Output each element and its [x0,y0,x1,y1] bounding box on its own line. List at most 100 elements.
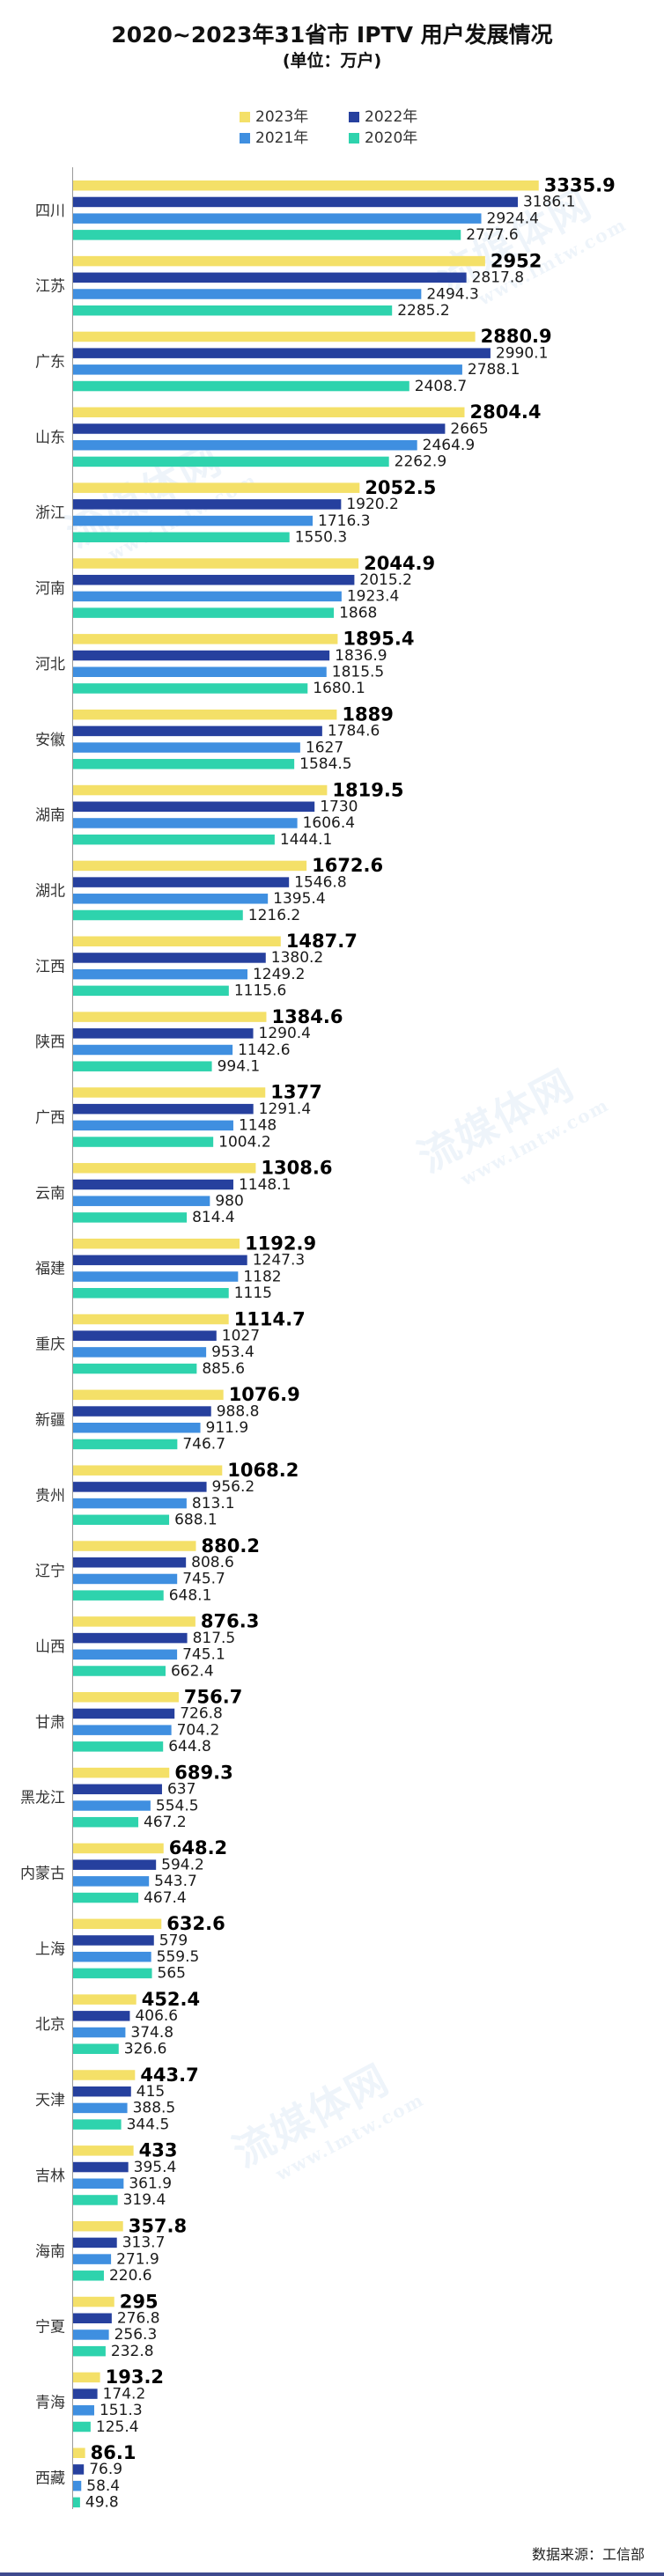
bar-2022年 [73,1784,162,1795]
bar-2020年 [73,834,275,845]
bar-2022年 [73,1557,187,1568]
bar-2021年 [73,1573,178,1585]
data-label-2023年: 1384.6 [271,1006,343,1027]
data-label-2021年: 745.1 [182,1646,225,1664]
data-label-2021年: 1716.3 [318,512,370,530]
data-label-2023年: 1889 [342,703,393,725]
bar-2021年 [73,1044,233,1056]
bar-2023年 [73,180,539,191]
bar-2023年 [73,2296,114,2307]
bar-2023年 [73,482,360,493]
data-label-2022年: 808.6 [191,1554,234,1571]
bar-2021年 [73,2102,128,2114]
data-label-2022年: 174.2 [103,2385,146,2403]
data-label-2022年: 1027 [222,1327,260,1344]
category-label: 青海 [35,2394,65,2411]
category-label: 广西 [35,1109,65,1127]
legend-swatch-2021 [240,133,250,144]
category-label: 甘肃 [35,1714,65,1732]
bar-2023年 [73,936,281,946]
bar-2023年 [73,255,485,267]
data-label-2023年: 3335.9 [544,175,616,196]
category-label: 北京 [35,2016,65,2034]
source-note: 数据来源：工信部 [531,2546,645,2563]
bar-2022年 [73,1103,254,1115]
category-label: 新疆 [35,1411,65,1429]
data-label-2021年: 543.7 [154,1873,197,1890]
data-label-2022年: 2015.2 [359,571,411,589]
data-label-2020年: 688.1 [174,1512,218,1529]
bar-2023年 [73,2145,134,2156]
bar-2020年 [73,683,308,694]
category-label: 上海 [35,1940,65,1958]
bar-2022年 [73,2086,131,2097]
bar-2023年 [73,1389,224,1401]
data-label-2021年: 1395.4 [273,890,325,908]
data-label-2020年: 1584.5 [299,755,351,773]
data-label-2021年: 704.2 [177,1721,220,1739]
bar-2021年 [73,591,342,602]
category-label: 宁夏 [35,2319,65,2337]
data-label-2022年: 313.7 [122,2234,166,2252]
bar-2020年 [73,1968,152,1979]
data-label-2023年: 86.1 [91,2442,136,2463]
bar-2022年 [73,1406,211,1417]
bar-2022年 [73,574,355,585]
bar-2020年 [73,230,461,240]
data-label-2022年: 406.6 [135,2007,178,2025]
bar-2022年 [73,1255,247,1266]
category-label: 浙江 [35,504,65,522]
category-label: 海南 [35,2243,65,2261]
category-label: 河南 [35,580,65,598]
bar-2021年 [73,364,462,375]
bar-2020年 [73,1892,139,1903]
bar-2021年 [73,2178,124,2189]
bar-2023年 [73,2220,123,2232]
legend-swatch-2023 [240,112,250,122]
data-label-2023年: 876.3 [201,1611,259,1632]
bar-2023年 [73,558,359,569]
data-label-2021年: 388.5 [133,2100,176,2117]
bar-2022年 [73,2388,98,2399]
bar-2021年 [73,2480,82,2491]
data-label-2021年: 271.9 [116,2250,159,2268]
data-label-2022年: 817.5 [193,1630,236,1647]
category-label: 江苏 [35,278,65,296]
data-label-2022年: 2665 [450,420,488,438]
bar-2020年 [73,2497,80,2508]
data-label-2020年: 467.4 [144,1889,187,1907]
data-label-2021年: 911.9 [206,1419,249,1437]
bar-2023年 [73,1541,196,1551]
bar-2023年 [73,1767,170,1778]
data-label-2023年: 1487.7 [286,931,358,952]
data-label-2022年: 1148.1 [239,1176,291,1194]
data-label-2021年: 1815.5 [332,664,384,681]
bar-2022年 [73,2237,117,2248]
bar-2023年 [73,784,328,796]
data-label-2022年: 395.4 [134,2159,177,2176]
data-label-2022年: 1836.9 [335,647,387,665]
category-group: 西藏 86.176.958.449.8 [35,2442,136,2509]
bar-2021年 [73,1649,178,1660]
bar-2021年 [73,818,298,828]
bar-2021年 [73,1120,233,1131]
data-label-2021年: 2464.9 [423,437,475,454]
data-label-2020年: 662.4 [171,1662,214,1680]
data-label-2021年: 813.1 [192,1495,235,1512]
legend-item-2023: 2023年 [240,104,308,126]
category-label: 贵州 [35,1487,65,1505]
data-label-2023年: 648.2 [169,1837,227,1858]
bar-2020年 [73,1137,214,1147]
category-label: 广东 [35,354,65,372]
